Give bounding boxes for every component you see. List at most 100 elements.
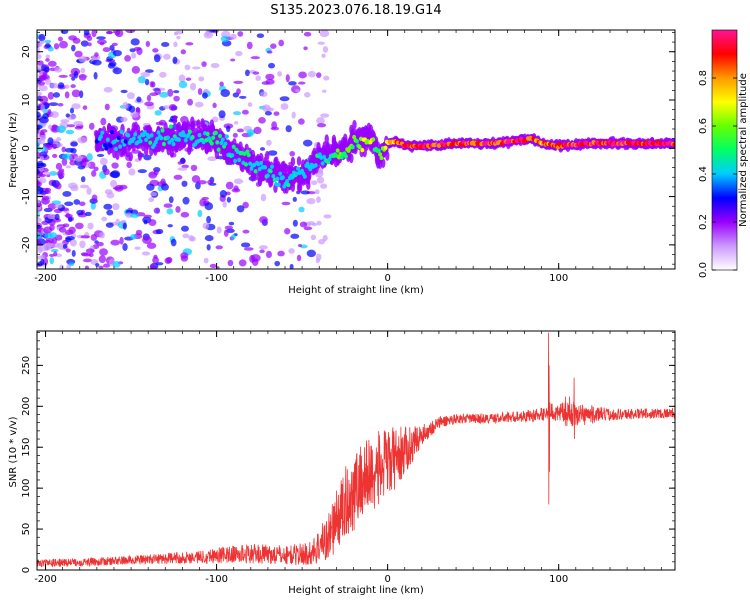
spectral-noise-blob <box>130 209 139 215</box>
spectrogram-frame <box>36 29 676 270</box>
ridge-core <box>109 129 114 135</box>
ridge-core <box>176 137 181 142</box>
spectral-noise-blob <box>77 136 88 144</box>
spectral-noise-blob <box>62 191 72 197</box>
spectral-noise-blob <box>226 125 231 133</box>
spectral-noise-blob <box>42 113 50 120</box>
ridge-halo <box>296 156 302 166</box>
y-tick-label: -20 <box>21 237 32 253</box>
ridge-core <box>265 173 270 178</box>
spectral-noise-blob <box>189 82 197 91</box>
spectral-noise-blob <box>71 103 81 110</box>
spectral-noise-blob <box>250 56 261 60</box>
spectral-noise-blob <box>216 226 222 234</box>
spectral-noise-blob <box>166 208 174 215</box>
spectral-noise-blob <box>206 215 212 224</box>
ridge-core <box>186 133 191 138</box>
spectral-noise-blob <box>130 38 140 46</box>
spectral-noise-blob <box>124 55 132 62</box>
snr-x-axis-label: Height of straight line (km) <box>288 585 424 596</box>
spectral-noise-blob <box>65 165 72 169</box>
ridge-core <box>357 144 362 150</box>
spectral-noise-blob <box>90 202 96 210</box>
spectral-noise-blob <box>91 59 102 66</box>
ridge-core <box>354 138 359 144</box>
spectral-noise-blob <box>270 43 277 49</box>
spectral-noise-blob <box>84 265 90 269</box>
ridge-core <box>211 135 216 140</box>
spectral-noise-blob <box>93 166 99 172</box>
ridge-core <box>224 134 229 139</box>
spectral-noise-blob <box>306 249 316 258</box>
colorbar-tick-label: 0.0 <box>698 262 709 278</box>
ridge-core <box>190 135 195 140</box>
spectral-noise-blob <box>86 153 93 162</box>
spectral-noise-blob <box>260 91 268 97</box>
spectral-noise-blob <box>104 103 110 111</box>
x-tick-label: -200 <box>34 574 57 585</box>
spectral-noise-blob <box>219 190 227 198</box>
spectral-noise-blob <box>184 64 191 71</box>
ridge-halo <box>128 151 133 162</box>
y-tick-label: 0 <box>21 145 32 151</box>
spectral-noise-blob <box>298 81 306 85</box>
spectral-noise-blob <box>209 263 217 269</box>
ridge-core <box>317 152 322 157</box>
x-tick-label: 0 <box>384 574 390 585</box>
spectral-noise-blob <box>153 54 161 63</box>
spectral-noise-blob <box>60 30 69 35</box>
spectral-noise-blob <box>167 88 174 97</box>
spectral-noise-blob <box>310 234 317 241</box>
spectral-noise-blob <box>51 124 58 132</box>
ridge-core <box>278 171 283 176</box>
y-tick-label: 200 <box>21 397 32 416</box>
spectral-noise-blob <box>106 209 114 216</box>
spectral-noise-blob <box>99 41 105 46</box>
spectral-noise-blob <box>146 94 152 102</box>
spectral-noise-blob <box>103 203 113 210</box>
spectral-noise-blob <box>99 231 105 239</box>
spectral-noise-blob <box>218 110 226 119</box>
ridge-halo <box>380 158 386 169</box>
spectral-noise-blob <box>49 232 58 239</box>
spectral-noise-blob <box>37 111 41 118</box>
y-tick-label: 0 <box>21 567 32 573</box>
spectral-noise-blob <box>37 211 40 217</box>
spectral-noise-blob <box>300 190 310 195</box>
spectral-noise-blob <box>37 60 44 67</box>
spectral-noise-blob <box>100 117 107 126</box>
colorbar-tick-label: 0.4 <box>698 166 709 182</box>
spectral-noise-blob <box>151 81 156 88</box>
ridge-core <box>131 136 136 141</box>
spectral-noise-blob <box>50 111 59 118</box>
spectral-noise-blob <box>172 56 178 64</box>
spectral-noise-blob <box>163 203 173 208</box>
spectral-noise-blob <box>316 117 325 125</box>
spectral-noise-blob <box>44 43 51 48</box>
spectral-noise-blob <box>49 171 58 176</box>
spectral-noise-blob <box>236 88 241 95</box>
ridge-core <box>233 158 238 164</box>
spectral-noise-blob <box>303 139 313 147</box>
spectral-noise-blob <box>96 36 106 40</box>
spectral-noise-blob <box>130 233 137 240</box>
spectral-noise-blob <box>40 40 45 44</box>
spectral-noise-blob <box>159 71 167 78</box>
spectral-noise-blob <box>185 42 194 46</box>
spectral-noise-blob <box>112 67 123 75</box>
spectral-noise-blob <box>128 168 136 176</box>
ridge-core <box>133 132 138 137</box>
spectral-noise-blob <box>86 35 93 42</box>
spectral-noise-blob <box>307 70 316 78</box>
ridge-core <box>308 166 313 172</box>
ridge-core <box>305 161 310 166</box>
spectral-noise-blob <box>80 235 91 239</box>
spectral-noise-blob <box>65 248 71 253</box>
spectral-noise-blob <box>104 189 113 195</box>
spectral-noise-blob <box>231 234 236 240</box>
spectral-noise-blob <box>37 145 42 153</box>
spectral-noise-blob <box>110 239 121 246</box>
spectral-noise-blob <box>37 239 41 245</box>
spectral-noise-blob <box>212 102 217 109</box>
ridge-core <box>263 165 268 170</box>
